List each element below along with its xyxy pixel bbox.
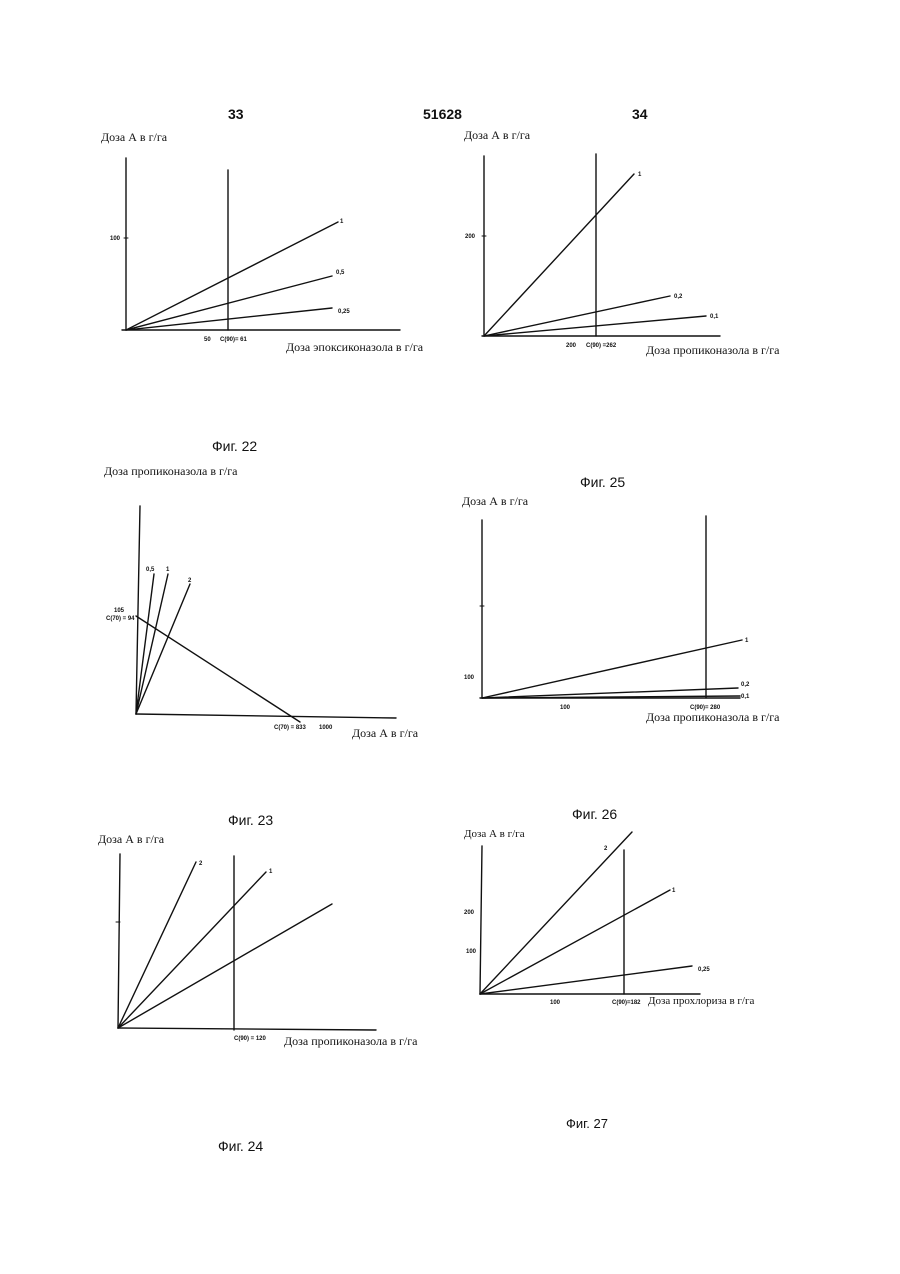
fig25-marker-label: C(90) =262 bbox=[586, 343, 617, 349]
fig23-series-label-2: 2 bbox=[188, 578, 192, 584]
fig24-marker-label: C(90) = 120 bbox=[234, 1036, 267, 1042]
fig26-y-axis-label: Доза А в г/га bbox=[462, 494, 528, 509]
fig26-plot: 100 100 C(90)= 280 1 0,2 0,1 bbox=[450, 510, 760, 715]
fig22-series-0-5 bbox=[126, 276, 332, 330]
fig24-caption: Фиг. 24 bbox=[218, 1138, 263, 1154]
fig25-plot: 200 200 C(90) =262 1 0,2 0,1 bbox=[460, 148, 760, 358]
fig25-xtick-label: 200 bbox=[566, 343, 577, 349]
fig24-x-axis bbox=[118, 1028, 376, 1030]
fig22-x-axis-label: Доза эпоксиконазола в г/га bbox=[286, 340, 423, 355]
fig27-marker-label: C(90)=182 bbox=[612, 1000, 641, 1006]
fig26-series-label-1: 1 bbox=[745, 638, 749, 644]
fig24-plot: C(90) = 120 2 1 bbox=[100, 848, 430, 1048]
fig27-xtick-label: 100 bbox=[550, 1000, 561, 1006]
fig22-xtick-label: 50 bbox=[204, 337, 211, 343]
fig22-series-1 bbox=[126, 222, 338, 330]
fig27-ytick2-label: 100 bbox=[466, 949, 477, 955]
fig27-series-2 bbox=[480, 832, 632, 994]
fig23-ytick2-label: C(70) = 94 bbox=[106, 616, 135, 622]
fig24-series-1 bbox=[118, 872, 266, 1028]
fig27-series-label-2: 2 bbox=[604, 846, 608, 852]
fig25-series-label-1: 1 bbox=[638, 172, 642, 178]
fig24-x-axis-label: Доза пропиконазола в г/га bbox=[284, 1034, 417, 1049]
fig23-x-axis bbox=[136, 714, 396, 718]
fig27-series-label-0-25: 0,25 bbox=[698, 967, 710, 973]
fig24-y-axis-label: Доза А в г/га bbox=[98, 832, 164, 847]
fig23-series-label-0-5: 0,5 bbox=[146, 567, 155, 573]
fig25-series-1 bbox=[484, 174, 634, 336]
fig22-ytick-label: 100 bbox=[110, 236, 121, 242]
fig23-ytick-label: 105 bbox=[114, 608, 125, 614]
fig23-x-axis-label: Доза А в г/га bbox=[352, 726, 418, 741]
fig22-plot: 100 50 C(90)= 61 1 0,5 0,25 bbox=[100, 150, 440, 350]
fig27-series-label-1: 1 bbox=[672, 888, 676, 894]
fig23-xtick-label: 1000 bbox=[319, 725, 333, 731]
fig27-caption: Фиг. 27 bbox=[566, 1116, 608, 1131]
fig26-xtick-label: 100 bbox=[560, 705, 571, 711]
fig23-y-axis-label: Доза пропиконазола в г/га bbox=[104, 464, 237, 479]
fig22-series-0-25 bbox=[126, 308, 332, 330]
fig22-caption: Фиг. 22 bbox=[212, 438, 257, 454]
fig26-series-label-0-1: 0,1 bbox=[741, 694, 750, 700]
page-number-left: 33 bbox=[228, 106, 244, 122]
fig23-plot: 105 C(70) = 94 C(70) = 833 1000 0,5 1 2 bbox=[100, 500, 420, 730]
fig24-series-2 bbox=[118, 862, 196, 1028]
fig27-plot: 200 100 100 C(90)=182 2 1 0,25 bbox=[460, 826, 760, 1016]
fig23-series-label-1: 1 bbox=[166, 567, 170, 573]
fig27-y-axis bbox=[480, 846, 482, 994]
fig22-series-label-1: 1 bbox=[340, 219, 344, 225]
fig25-y-axis-label: Доза А в г/га bbox=[464, 128, 530, 143]
fig24-series-3 bbox=[118, 904, 332, 1028]
fig22-marker-label: C(90)= 61 bbox=[220, 337, 248, 343]
fig23-marker-label: C(70) = 833 bbox=[274, 725, 307, 731]
fig24-y-axis bbox=[118, 854, 120, 1028]
fig25-series-0-1 bbox=[484, 316, 706, 336]
fig25-series-label-0-2: 0,2 bbox=[674, 294, 683, 300]
fig25-ytick-label: 200 bbox=[465, 234, 476, 240]
fig22-series-label-0-5: 0,5 bbox=[336, 270, 345, 276]
fig26-caption: Фиг. 26 bbox=[572, 806, 617, 822]
fig23-isobole-line bbox=[136, 616, 300, 722]
fig26-ytick-label: 100 bbox=[464, 675, 475, 681]
fig24-series-label-2: 2 bbox=[199, 861, 203, 867]
fig22-series-label-0-25: 0,25 bbox=[338, 309, 350, 315]
fig25-caption: Фиг. 25 bbox=[580, 474, 625, 490]
fig23-caption: Фиг. 23 bbox=[228, 812, 273, 828]
fig24-series-label-1: 1 bbox=[269, 869, 273, 875]
fig26-series-label-0-2: 0,2 bbox=[741, 682, 750, 688]
fig27-series-1 bbox=[480, 890, 670, 994]
fig27-x-axis-label: Доза прохлориза в г/га bbox=[648, 995, 754, 1007]
fig25-x-axis-label: Доза пропиконазола в г/га bbox=[646, 343, 779, 358]
fig27-ytick-label: 200 bbox=[464, 910, 475, 916]
page-number-right: 34 bbox=[632, 106, 648, 122]
fig25-series-label-0-1: 0,1 bbox=[710, 314, 719, 320]
fig27-series-0-25 bbox=[480, 966, 692, 994]
fig25-series-0-2 bbox=[484, 296, 670, 336]
document-number: 51628 bbox=[423, 106, 462, 122]
fig22-y-axis-label: Доза А в г/га bbox=[101, 130, 167, 145]
fig26-x-axis-label: Доза пропиконазола в г/га bbox=[646, 710, 779, 725]
